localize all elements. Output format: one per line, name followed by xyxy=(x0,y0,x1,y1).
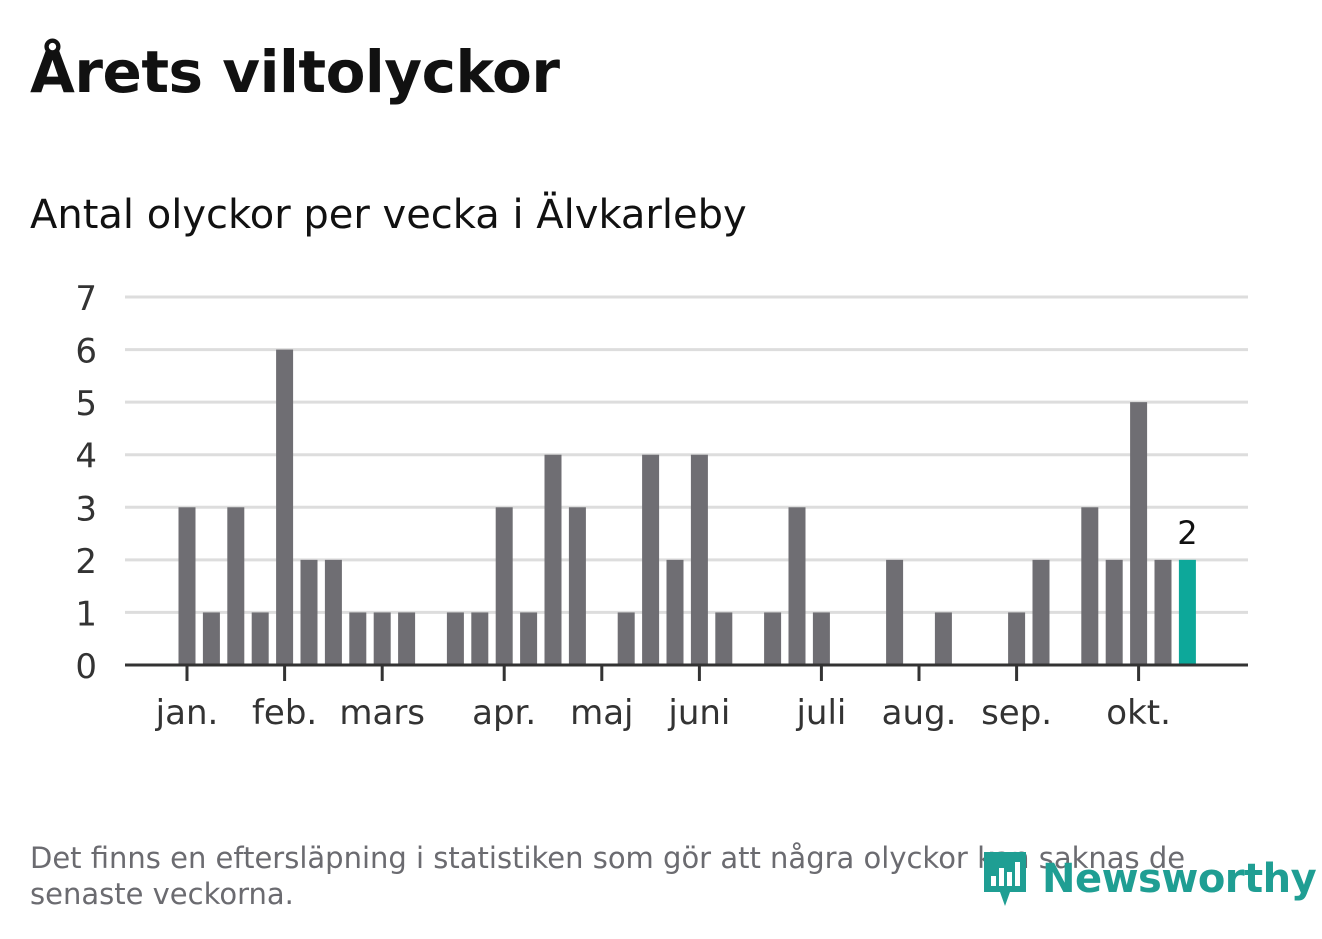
chart-title: Årets viltolyckor xyxy=(30,38,560,106)
y-tick-label: 2 xyxy=(75,542,97,582)
bar xyxy=(1081,507,1099,665)
bar xyxy=(300,559,318,665)
y-tick-label: 5 xyxy=(75,384,97,424)
bar xyxy=(1008,612,1026,665)
bar xyxy=(568,507,586,665)
month-label: mars xyxy=(339,693,425,733)
bar xyxy=(349,612,367,665)
y-tick-label: 6 xyxy=(75,332,97,372)
bar xyxy=(1032,559,1050,665)
bar xyxy=(276,349,294,665)
bar xyxy=(251,612,269,665)
bar xyxy=(227,507,245,665)
month-label: aug. xyxy=(882,693,957,733)
bar xyxy=(373,612,391,665)
x-axis-labels: jan. feb. mars apr. maj juni juli aug. sep. okt. xyxy=(155,693,1171,733)
chart-subtitle: Antal olyckor per vecka i Älvkarleby xyxy=(30,192,747,238)
bar xyxy=(324,559,342,665)
y-tick-label: 7 xyxy=(75,279,97,319)
gridlines xyxy=(125,295,1248,614)
bar xyxy=(715,612,733,665)
data-labels: 2 xyxy=(1177,514,1197,552)
bar xyxy=(764,612,782,665)
y-tick-label: 0 xyxy=(75,647,97,687)
month-label: sep. xyxy=(981,693,1052,733)
newsworthy-logo-text: Newsworthy xyxy=(1042,856,1317,902)
y-tick-label: 4 xyxy=(75,437,97,477)
bar xyxy=(544,454,562,665)
month-label: feb. xyxy=(252,693,317,733)
data-label-current-week: 2 xyxy=(1177,514,1197,552)
x-axis xyxy=(125,663,1248,681)
y-tick-label: 3 xyxy=(75,489,97,529)
y-tick-label: 1 xyxy=(75,594,97,634)
bar xyxy=(446,612,464,665)
bar xyxy=(788,507,806,665)
bar xyxy=(934,612,952,665)
month-label: juli xyxy=(795,693,846,733)
bar xyxy=(495,507,513,665)
bar xyxy=(1154,559,1172,665)
bar xyxy=(617,612,635,665)
month-label: apr. xyxy=(472,693,536,733)
bar xyxy=(398,612,416,665)
bar xyxy=(690,454,708,665)
bar xyxy=(666,559,684,665)
month-label: okt. xyxy=(1106,693,1171,733)
month-label: jan. xyxy=(155,693,219,733)
bar xyxy=(471,612,489,665)
bars xyxy=(178,349,1196,665)
month-label: juni xyxy=(667,693,730,733)
y-axis-labels: 0 1 2 3 4 5 6 7 xyxy=(75,279,97,687)
bar xyxy=(886,559,904,665)
bar-chart: 0 1 2 3 4 5 6 7 jan. feb. mars apr. maj juni juli aug.… xyxy=(75,279,1248,733)
bar xyxy=(1130,402,1148,665)
newsworthy-logo-icon xyxy=(984,852,1026,906)
bar xyxy=(520,612,538,665)
bar xyxy=(202,612,220,665)
month-label: maj xyxy=(570,693,633,733)
bar xyxy=(812,612,830,665)
bar-current-week xyxy=(1178,559,1196,665)
bar xyxy=(642,454,660,665)
bar xyxy=(178,507,196,665)
bar xyxy=(1105,559,1123,665)
newsworthy-logo: Newsworthy xyxy=(980,848,1317,910)
